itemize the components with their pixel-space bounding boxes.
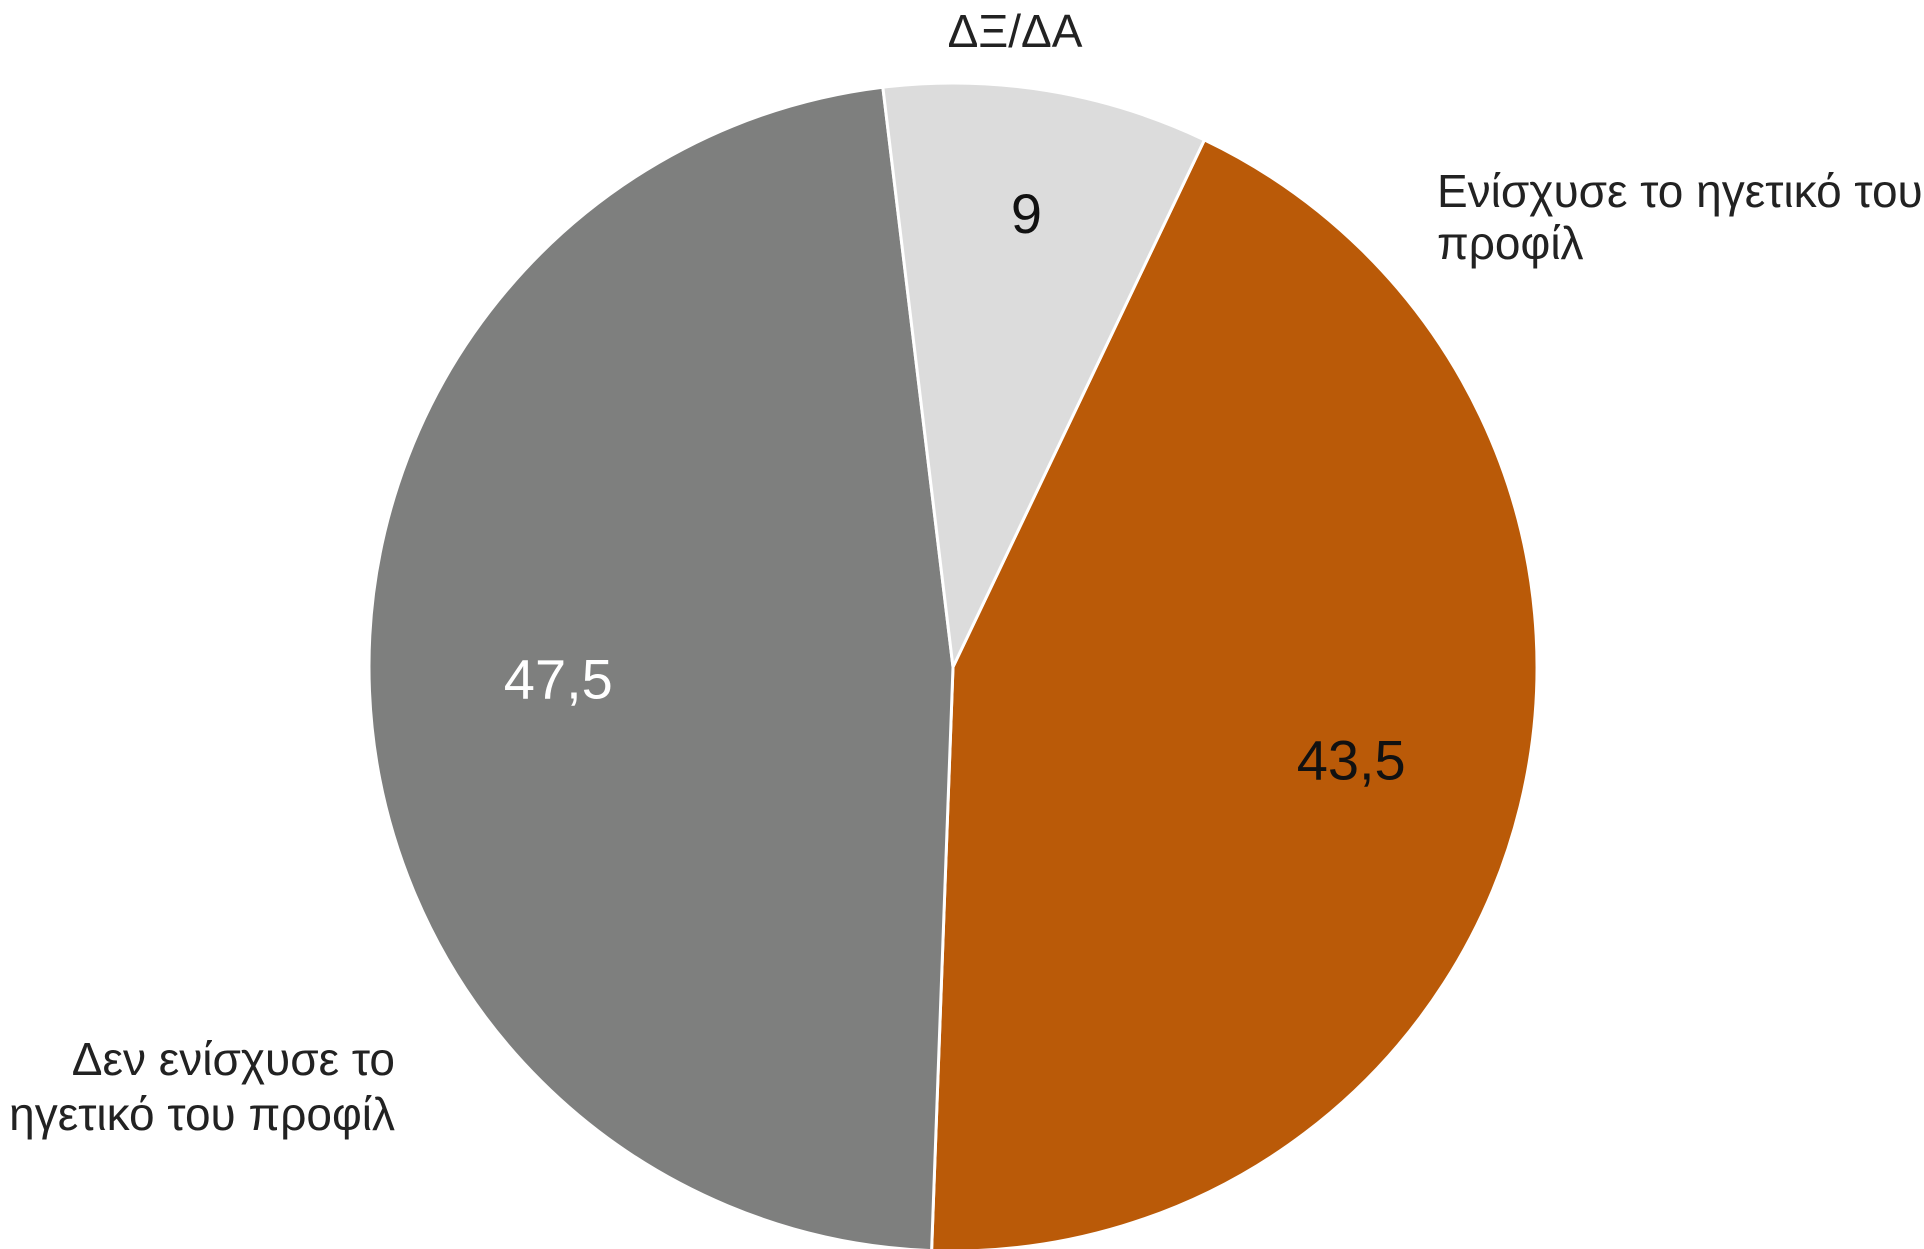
slice-value-label: 43,5 <box>1297 729 1406 792</box>
slice-category-label-line: ηγετικό του προφίλ <box>9 1088 395 1140</box>
pie-slice <box>881 81 1207 673</box>
slice-category-label-line: Δεν ενίσχυσε το <box>72 1033 395 1085</box>
pie-value-labels: 43,5 47,5 9 <box>504 182 1406 792</box>
slice-category-label: ΔΞ/ΔΑ <box>948 5 1083 57</box>
pie-slice <box>930 137 1539 1249</box>
slice-value-label: 9 <box>1011 182 1042 245</box>
slice-category-label-line: προφίλ <box>1437 217 1584 269</box>
pie-category-labels: Ενίσχυσε το ηγετικό του προφίλ Δεν ενίσχυσ… <box>9 5 1923 1140</box>
slice-category-label: Ενίσχυσε το ηγετικό του προφίλ <box>1437 165 1923 269</box>
slice-category-label: Δεν ενίσχυσε το ηγετικό του προφίλ <box>9 1033 395 1140</box>
slice-value-label: 47,5 <box>504 647 613 710</box>
pie-slices <box>367 81 1539 1249</box>
pie-slice <box>367 85 955 1249</box>
slice-category-label-line: Ενίσχυσε το ηγετικό του <box>1437 165 1923 217</box>
slice-category-label-line: ΔΞ/ΔΑ <box>948 5 1083 57</box>
